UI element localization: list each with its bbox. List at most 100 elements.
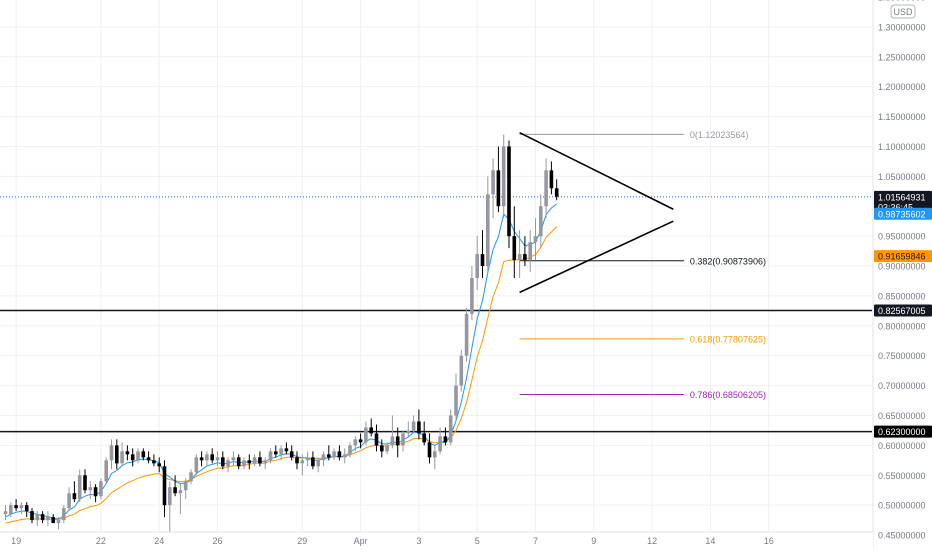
candle[interactable] <box>528 230 532 273</box>
candle[interactable] <box>109 439 114 470</box>
candle[interactable] <box>284 442 289 455</box>
candle[interactable] <box>401 430 405 452</box>
candle[interactable] <box>274 445 278 458</box>
candle[interactable] <box>448 409 453 446</box>
candle[interactable] <box>433 445 437 470</box>
candle[interactable] <box>120 442 124 467</box>
candle[interactable] <box>358 433 363 449</box>
candle[interactable] <box>470 266 474 320</box>
candle[interactable] <box>152 454 156 467</box>
candle[interactable] <box>549 161 554 195</box>
candle[interactable] <box>173 475 177 497</box>
candle[interactable] <box>385 442 389 455</box>
candle[interactable] <box>316 457 320 473</box>
candle[interactable] <box>289 445 294 461</box>
candle[interactable] <box>247 454 252 470</box>
candle[interactable] <box>168 481 172 533</box>
candle[interactable] <box>491 158 495 219</box>
candle[interactable] <box>464 307 469 362</box>
candle[interactable] <box>99 478 103 500</box>
candle[interactable] <box>199 451 204 467</box>
candle[interactable] <box>295 451 299 470</box>
candle[interactable] <box>221 451 225 470</box>
candle[interactable] <box>263 457 267 470</box>
candle[interactable] <box>104 457 108 485</box>
candle[interactable] <box>252 454 257 467</box>
time-axis[interactable]: 19 22 24 26 29 Apr 3 5 7 9 12 14 16 <box>0 531 873 550</box>
candle[interactable] <box>130 448 135 467</box>
candle[interactable] <box>279 445 283 461</box>
candle[interactable] <box>194 454 199 476</box>
candle[interactable] <box>205 451 209 467</box>
candle[interactable] <box>523 236 527 267</box>
candle[interactable] <box>62 505 66 524</box>
candle[interactable] <box>51 514 55 524</box>
candle[interactable] <box>3 505 8 521</box>
candle[interactable] <box>40 511 45 524</box>
candle[interactable] <box>438 427 442 455</box>
candle[interactable] <box>427 433 432 464</box>
candle[interactable] <box>374 424 379 452</box>
candle[interactable] <box>512 206 517 278</box>
candle[interactable] <box>422 421 426 446</box>
candle[interactable] <box>332 448 336 461</box>
candle[interactable] <box>380 439 384 458</box>
candle[interactable] <box>178 484 183 515</box>
currency-badge[interactable]: USD <box>890 4 916 19</box>
candle[interactable] <box>300 454 305 476</box>
candle[interactable] <box>406 421 411 437</box>
candle[interactable] <box>14 499 18 512</box>
candle[interactable] <box>35 511 40 527</box>
candle[interactable] <box>353 436 358 452</box>
candle[interactable] <box>72 481 77 503</box>
candle[interactable] <box>189 469 193 485</box>
candle[interactable] <box>231 451 236 467</box>
candle[interactable] <box>93 484 98 503</box>
candle[interactable] <box>77 469 82 503</box>
candle[interactable] <box>305 451 310 467</box>
candle[interactable] <box>480 230 485 278</box>
candle[interactable] <box>146 451 151 464</box>
candle[interactable] <box>226 457 230 473</box>
candle[interactable] <box>539 194 543 249</box>
candle[interactable] <box>268 448 273 464</box>
candle[interactable] <box>417 409 421 440</box>
candle[interactable] <box>533 218 538 261</box>
candle[interactable] <box>327 445 331 461</box>
candle[interactable] <box>475 236 479 290</box>
candle[interactable] <box>183 478 188 500</box>
candle[interactable] <box>24 502 29 518</box>
candle[interactable] <box>210 448 214 464</box>
candle[interactable] <box>454 373 458 422</box>
candle[interactable] <box>46 511 50 527</box>
candle[interactable] <box>236 454 241 470</box>
candle[interactable] <box>517 230 522 278</box>
triangle-trendline[interactable] <box>519 132 674 210</box>
candle[interactable] <box>67 487 71 512</box>
candle[interactable] <box>507 140 511 249</box>
price-axis[interactable]: 1.35000000 1.30000000 1.25000000 1.20000000… <box>872 0 932 550</box>
candle[interactable] <box>9 502 13 518</box>
candle[interactable] <box>486 176 490 273</box>
candle[interactable] <box>411 415 416 434</box>
candle[interactable] <box>443 427 448 446</box>
candle[interactable] <box>141 448 146 461</box>
triangle-trendline[interactable] <box>519 220 674 294</box>
candle[interactable] <box>337 445 342 461</box>
candle[interactable] <box>56 517 61 530</box>
candle[interactable] <box>395 427 400 458</box>
candle[interactable] <box>30 508 34 524</box>
candle[interactable] <box>364 421 368 446</box>
candle[interactable] <box>215 451 220 467</box>
candle[interactable] <box>554 179 559 201</box>
candle[interactable] <box>19 502 24 515</box>
candle[interactable] <box>390 415 395 449</box>
candle[interactable] <box>136 448 140 464</box>
candle[interactable] <box>88 481 93 500</box>
candle[interactable] <box>83 469 87 494</box>
candle[interactable] <box>258 451 262 467</box>
candle[interactable] <box>157 457 161 473</box>
